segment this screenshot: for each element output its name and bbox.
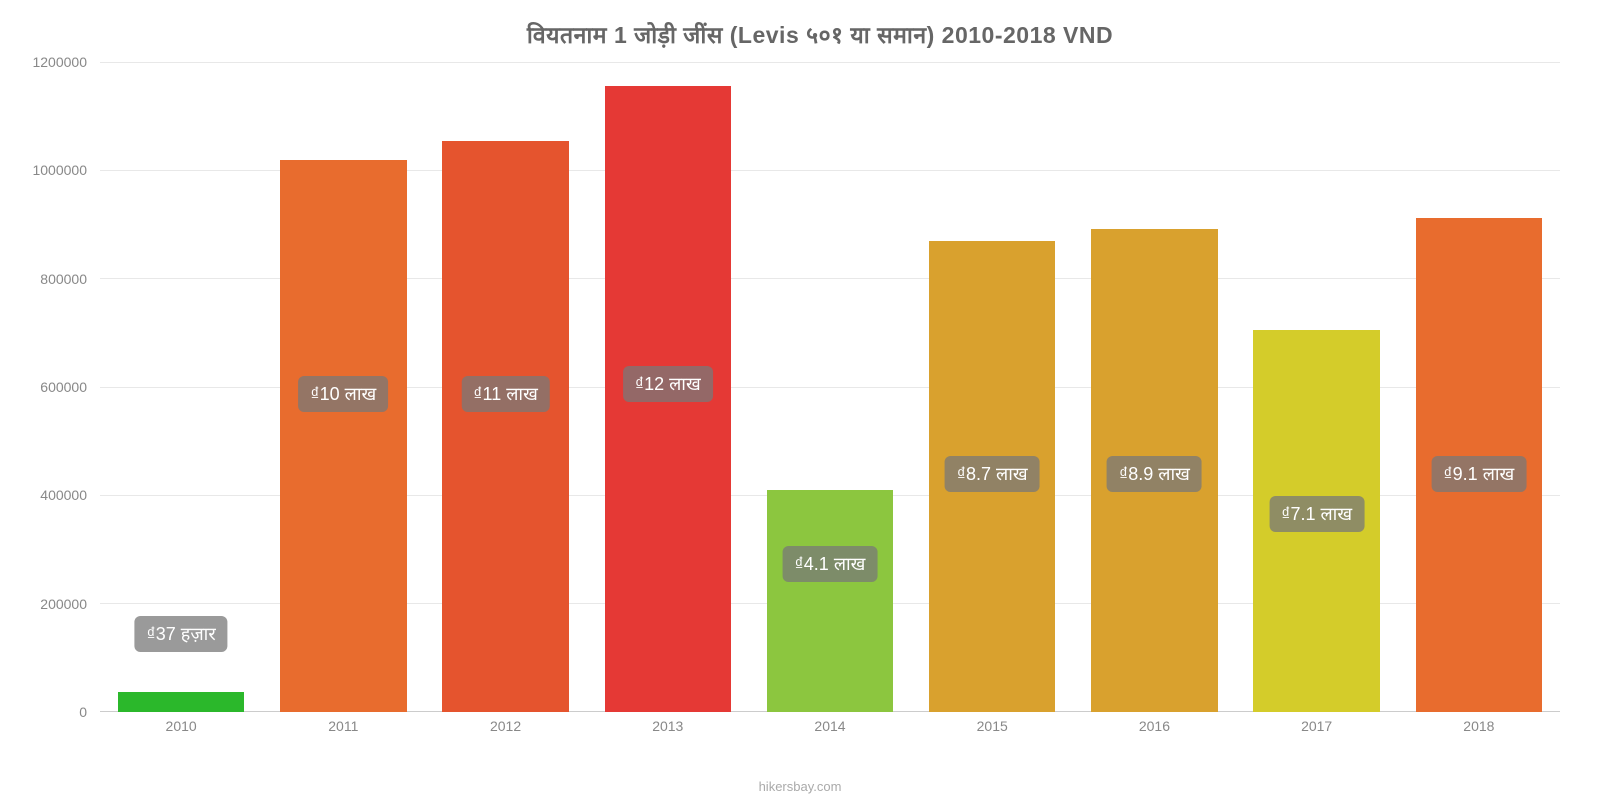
bar <box>442 141 569 712</box>
x-tick-label: 2016 <box>1073 712 1235 742</box>
bar-slot: ₫8.9 लाख <box>1073 62 1235 712</box>
bar-slot: ₫37 हज़ार <box>100 62 262 712</box>
bar <box>280 160 407 713</box>
plot-area: 020000040000060000080000010000001200000 … <box>100 62 1560 742</box>
bar-value-label: ₫11 लाख <box>461 376 550 412</box>
x-tick-label: 2014 <box>749 712 911 742</box>
x-tick-label: 2012 <box>424 712 586 742</box>
bar-value-label: ₫4.1 लाख <box>783 546 878 582</box>
y-tick-label: 1000000 <box>32 162 87 178</box>
y-tick-label: 1200000 <box>32 54 87 70</box>
bar <box>118 692 245 712</box>
x-tick-label: 2018 <box>1398 712 1560 742</box>
bar-value-label: ₫37 हज़ार <box>135 616 228 652</box>
x-tick-label: 2015 <box>911 712 1073 742</box>
chart-title: वियतनाम 1 जोड़ी जींस (Levis ५०१ या समान)… <box>80 10 1560 62</box>
bar-slot: ₫7.1 लाख <box>1236 62 1398 712</box>
y-tick-label: 800000 <box>40 271 87 287</box>
x-axis: 201020112012201320142015201620172018 <box>100 712 1560 742</box>
bar-value-label: ₫12 लाख <box>623 366 713 402</box>
bar-slot: ₫10 लाख <box>262 62 424 712</box>
x-tick-label: 2017 <box>1236 712 1398 742</box>
bar-slot: ₫4.1 लाख <box>749 62 911 712</box>
y-axis: 020000040000060000080000010000001200000 <box>20 62 95 712</box>
bar-slot: ₫12 लाख <box>587 62 749 712</box>
bar-slot: ₫9.1 लाख <box>1398 62 1560 712</box>
bar-value-label: ₫10 लाख <box>298 376 388 412</box>
x-tick-label: 2013 <box>587 712 749 742</box>
y-tick-label: 600000 <box>40 379 87 395</box>
y-tick-label: 200000 <box>40 596 87 612</box>
bar-slot: ₫8.7 लाख <box>911 62 1073 712</box>
bar-value-label: ₫8.7 लाख <box>945 456 1040 492</box>
bars-area: ₫37 हज़ार ₫10 लाख ₫11 लाख ₫12 लाख ₫4.1 लाख ₫8… <box>100 62 1560 712</box>
bar-value-label: ₫9.1 लाख <box>1431 456 1526 492</box>
bar-value-label: ₫7.1 लाख <box>1269 496 1364 532</box>
y-tick-label: 400000 <box>40 487 87 503</box>
bar-slot: ₫11 लाख <box>424 62 586 712</box>
x-tick-label: 2011 <box>262 712 424 742</box>
x-tick-label: 2010 <box>100 712 262 742</box>
bar <box>767 490 894 712</box>
bar-value-label: ₫8.9 लाख <box>1107 456 1202 492</box>
y-tick-label: 0 <box>79 704 87 720</box>
chart-container: वियतनाम 1 जोड़ी जींस (Levis ५०१ या समान)… <box>0 0 1600 800</box>
attribution: hikersbay.com <box>0 779 1600 794</box>
